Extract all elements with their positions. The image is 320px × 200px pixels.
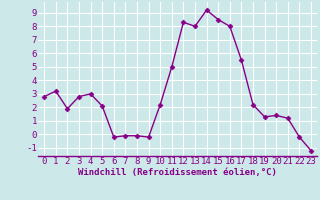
X-axis label: Windchill (Refroidissement éolien,°C): Windchill (Refroidissement éolien,°C) [78, 168, 277, 177]
